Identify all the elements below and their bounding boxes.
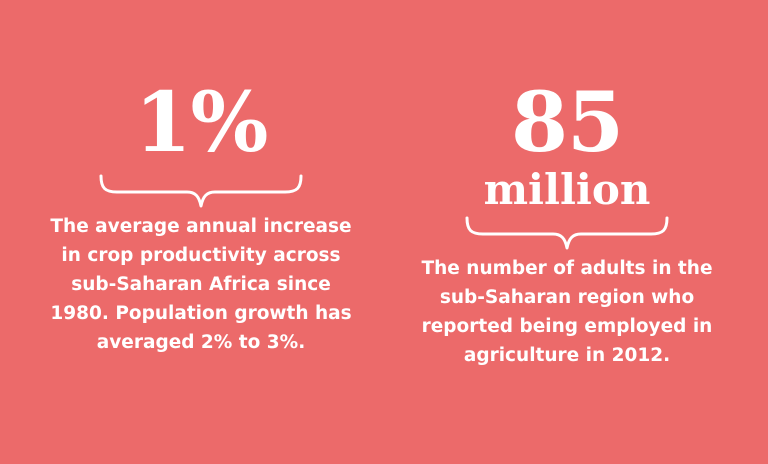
stat-description: The average annual increase in crop prod… [50,216,352,353]
curly-brace-icon [99,174,303,208]
stat-unit: million [483,165,651,214]
stat-crop-productivity: 1% The average annual increase in crop p… [46,0,356,357]
stat-value: 85 [510,75,624,171]
stat-agriculture-employment: 85 million The number of adults in the s… [412,0,722,370]
stat-description: The number of adults in the sub-Saharan … [421,258,713,366]
curly-brace-icon [465,216,669,250]
stat-value: 1% [134,75,269,171]
